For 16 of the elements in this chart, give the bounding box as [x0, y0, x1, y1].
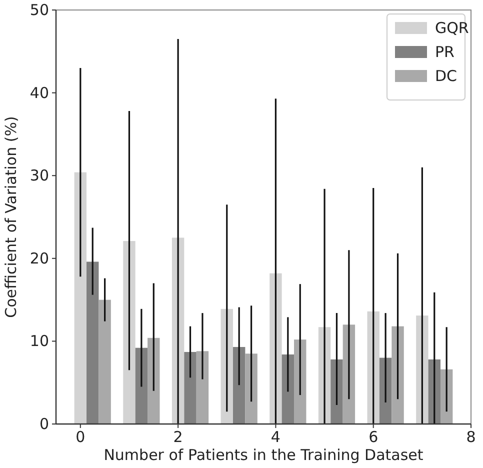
x-tick-label: 0	[76, 428, 86, 446]
x-tick-label: 6	[368, 428, 378, 446]
y-tick-label: 20	[30, 249, 49, 268]
x-tick-label: 4	[270, 428, 280, 446]
legend-label: GQR	[435, 19, 469, 37]
y-axis-title: Coefficient of Variation (%)	[2, 116, 20, 318]
x-tick-label: 8	[466, 428, 476, 446]
y-tick-label: 30	[30, 166, 49, 185]
y-tick-label: 10	[30, 332, 49, 350]
y-tick-label: 50	[30, 1, 49, 19]
y-tick-label: 40	[30, 84, 49, 102]
y-tick-label: 0	[39, 415, 49, 433]
x-tick-label: 2	[173, 428, 183, 446]
legend-label: DC	[435, 67, 458, 85]
legend-label: PR	[435, 43, 454, 61]
x-axis-title: Number of Patients in the Training Dataset	[104, 446, 424, 464]
